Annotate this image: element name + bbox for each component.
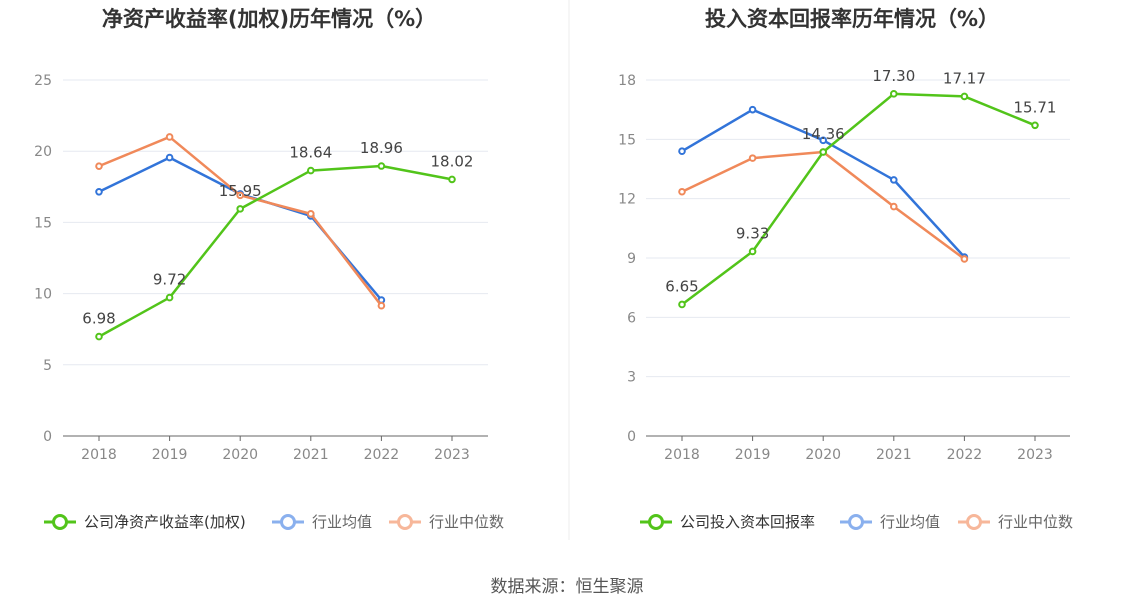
data-label-company: 18.64 (289, 144, 332, 162)
y-tick-label: 0 (43, 429, 52, 445)
x-tick-label: 2022 (947, 447, 983, 463)
y-tick-label: 9 (627, 251, 636, 267)
y-tick-label: 0 (627, 429, 636, 445)
data-label-company: 9.72 (153, 271, 186, 289)
legend-marker-industry-median-roe (397, 514, 413, 530)
chart-roic-title: 投入资本回报率历年情况（%） (705, 7, 999, 31)
legend-label-company-roe: 公司净资产收益率(加权) (84, 513, 246, 531)
data-point-industry-avg[interactable] (819, 136, 828, 145)
x-tick-label: 2023 (434, 447, 470, 463)
data-point-industry-avg[interactable] (678, 147, 686, 155)
data-point-industry-median[interactable] (890, 202, 898, 211)
data-point-industry-median[interactable] (95, 162, 103, 170)
y-tick-label: 15 (618, 132, 636, 148)
x-tick-label: 2019 (152, 447, 188, 463)
chart-roic-plot: 0 3 6 9 12 15 18 2018 2019 2020 2021 2022 2023 6.65 9.… (618, 67, 1070, 463)
x-tick-label: 2018 (664, 447, 700, 463)
data-label-company: 18.02 (431, 152, 474, 170)
legend-item-industry-median-roic[interactable]: 行业中位数 (958, 513, 1073, 531)
data-point-company[interactable] (678, 300, 686, 309)
x-tick-label: 2021 (293, 447, 329, 463)
chart-roic: 投入资本回报率历年情况（%） 0 3 6 9 12 15 18 2018 2019 2020 202… (618, 7, 1073, 531)
data-point-industry-median[interactable] (377, 301, 386, 310)
data-point-industry-median[interactable] (165, 133, 174, 141)
data-label-company: 6.65 (665, 277, 698, 295)
legend-item-industry-avg-roe[interactable]: 行业均值 (272, 513, 372, 531)
data-point-company[interactable] (819, 148, 828, 156)
data-label-company: 9.33 (736, 224, 769, 242)
legend-label-industry-median-roic: 行业中位数 (998, 513, 1073, 531)
legend-marker-industry-avg-roic (848, 514, 864, 530)
data-label-company: 17.17 (943, 69, 986, 87)
y-tick-label: 25 (34, 73, 52, 89)
data-label-company: 18.96 (360, 139, 403, 157)
data-point-industry-median[interactable] (236, 191, 244, 200)
legend-item-company-roe[interactable]: 公司净资产收益率(加权) (44, 513, 246, 531)
y-tick-label: 5 (43, 358, 52, 374)
data-source-footer: 数据来源：恒生聚源 (491, 577, 644, 597)
legend-label-industry-median-roe: 行业中位数 (429, 513, 504, 531)
chart-roe-legend: 公司净资产收益率(加权) 行业均值 行业中位数 (44, 513, 504, 531)
data-point-company[interactable] (748, 247, 757, 256)
x-tick-label: 2020 (222, 447, 258, 463)
data-point-industry-avg[interactable] (748, 105, 757, 114)
x-tick-label: 2021 (876, 447, 912, 463)
legend-marker-company-roe (52, 514, 68, 530)
x-tick-label: 2020 (805, 447, 841, 463)
data-point-company[interactable] (890, 90, 898, 98)
data-point-industry-median[interactable] (748, 154, 757, 162)
data-point-company[interactable] (377, 162, 386, 170)
legend-item-industry-median-roe[interactable]: 行业中位数 (389, 513, 504, 531)
y-tick-label: 15 (34, 215, 52, 231)
legend-label-company-roic: 公司投入资本回报率 (680, 513, 815, 531)
data-point-company[interactable] (448, 175, 456, 184)
y-tick-label: 12 (618, 192, 636, 208)
data-point-industry-median[interactable] (678, 187, 686, 196)
legend-marker-industry-avg-roe (280, 514, 296, 530)
data-point-industry-median[interactable] (307, 210, 315, 218)
data-point-industry-avg[interactable] (890, 176, 898, 184)
data-point-company[interactable] (1031, 121, 1039, 130)
data-point-company[interactable] (165, 293, 174, 302)
x-tick-label: 2022 (364, 447, 400, 463)
data-label-company: 15.95 (219, 182, 262, 200)
data-label-company: 17.30 (872, 67, 915, 85)
data-point-industry-avg[interactable] (95, 187, 103, 196)
series-line-company-roic (681, 92, 1036, 306)
data-point-company[interactable] (960, 92, 969, 101)
legend-label-industry-avg-roic: 行业均值 (880, 513, 940, 531)
data-point-industry-median[interactable] (960, 255, 969, 263)
series-line-industry-avg-roe (98, 156, 383, 301)
legend-item-company-roic[interactable]: 公司投入资本回报率 (640, 513, 815, 531)
y-tick-label: 20 (34, 144, 52, 160)
y-tick-label: 6 (627, 310, 636, 326)
chart-roic-legend: 公司投入资本回报率 行业均值 行业中位数 (640, 513, 1073, 531)
data-label-company: 14.36 (802, 125, 845, 143)
series-line-industry-median-roe (98, 135, 383, 307)
y-tick-label: 10 (34, 287, 52, 303)
x-tick-label: 2019 (735, 447, 771, 463)
x-tick-label: 2023 (1017, 447, 1053, 463)
x-tick-label: 2018 (81, 447, 117, 463)
chart-roe: 净资产收益率(加权)历年情况（%） 0 5 10 15 20 25 2018 2019 2020… (34, 7, 504, 531)
chart-roe-plot: 0 5 10 15 20 25 2018 2019 2020 2021 2022 2023 6.98 9.… (34, 73, 488, 463)
data-label-company: 15.71 (1014, 98, 1057, 116)
legend-marker-company-roic (648, 514, 664, 530)
data-point-industry-avg[interactable] (165, 153, 174, 162)
data-point-company[interactable] (95, 332, 103, 341)
chart-roe-title: 净资产收益率(加权)历年情况（%） (102, 7, 436, 31)
data-point-company[interactable] (307, 166, 315, 175)
data-point-company[interactable] (236, 205, 244, 213)
y-tick-label: 18 (618, 73, 636, 89)
data-label-company: 6.98 (82, 310, 115, 328)
legend-item-industry-avg-roic[interactable]: 行业均值 (840, 513, 940, 531)
y-tick-label: 3 (627, 370, 636, 386)
legend-marker-industry-median-roic (966, 514, 982, 530)
series-line-industry-median-roic (681, 150, 966, 260)
series-line-company-roe (98, 164, 453, 338)
legend-label-industry-avg-roe: 行业均值 (312, 513, 372, 531)
